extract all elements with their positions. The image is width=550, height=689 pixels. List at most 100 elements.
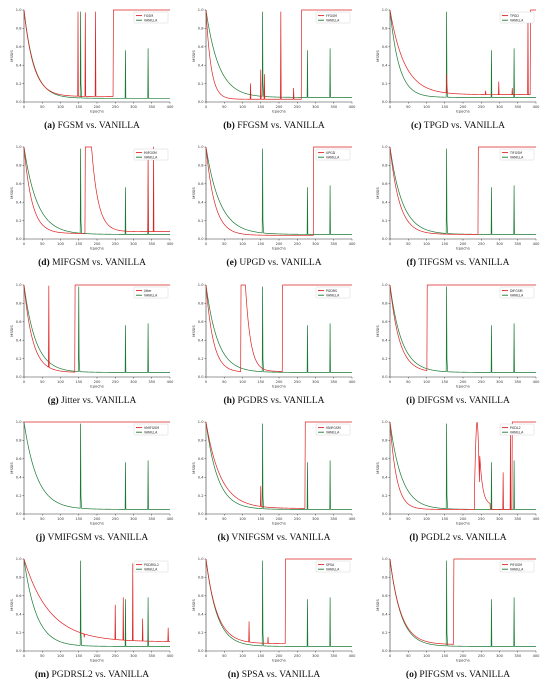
x-tick-label: 100 [57,380,65,384]
panel-caption: (h) PGDRS vs. VANILLA [186,396,362,406]
x-tick-label: 300 [312,105,320,109]
x-tick-label: 250 [478,517,486,521]
x-tick-label: 150 [75,105,83,109]
series-line-pgdrs [205,284,352,372]
y-tick-label: 0.6 [198,594,204,598]
x-tick-label: 300 [130,105,138,109]
x-tick-label: 50 [406,380,411,384]
series-line-ffgsm [205,9,352,100]
series-line-vanilla [389,284,536,373]
line-chart: 0 50 100 150 200 250 300 350 400 0.0 0.2 0.4 0.6 0.8 1… [191,420,356,525]
y-tick-label: 0.8 [382,302,388,306]
y-tick-label: 0.0 [382,512,388,516]
y-tick-label: 1.0 [382,557,388,561]
series-line-vanilla [23,558,170,647]
chart-panel: 0 50 100 150 200 250 300 350 400 0.0 0.2 0.4 0.6 0.8 1… [4,551,180,686]
x-tick-label: 250 [112,242,120,246]
legend-label: PGDRS [326,289,337,293]
y-axis-label: MSSIS [191,50,196,62]
x-axis-label: Epochs [272,246,286,251]
x-tick-label: 400 [533,105,541,109]
legend-label: VANILLA [510,18,524,22]
y-tick-label: 0.6 [382,594,388,598]
x-tick-label: 0 [23,380,26,384]
x-tick-label: 200 [94,654,102,658]
legend-box [499,286,535,299]
x-tick-label: 350 [330,105,338,109]
y-tick-label: 0.8 [382,164,388,168]
panel-caption: (f) TIFGSM vs. VANILLA [370,258,546,268]
legend-label: VANILLA [326,155,340,159]
x-tick-label: 150 [441,380,449,384]
caption-letter: (n) [227,670,240,680]
x-tick-label: 50 [406,242,411,246]
x-tick-label: 250 [294,654,302,658]
x-tick-label: 200 [460,105,468,109]
line-chart: 0 50 100 150 200 250 300 350 400 0.0 0.2 0.4 0.6 0.8 1… [191,145,356,251]
legend-label: DIFGSM [510,289,523,293]
y-tick-label: 0.8 [16,439,22,443]
legend-label: VANILLA [510,430,524,434]
y-tick-label: 0.8 [16,27,22,31]
x-tick-label: 0 [389,380,392,384]
x-tick-label: 50 [40,517,45,521]
line-chart: 0 50 100 150 200 250 300 350 400 0.0 0.2 0.4 0.6 0.8 1… [191,283,356,388]
x-tick-label: 100 [423,242,431,246]
x-tick-label: 150 [75,242,83,246]
legend-label: PGDRSL2 [144,563,159,567]
x-tick-label: 150 [75,654,83,658]
caption-letter: (c) [411,121,422,131]
legend-label: VANILLA [326,293,340,297]
caption-letter: (o) [405,670,417,680]
caption-text: PIFGSM vs. VANILLA [416,670,511,680]
y-tick-label: 0.2 [382,631,388,635]
y-axis-label: MSSIS [375,187,380,199]
y-axis-label: MSSIS [9,187,14,199]
legend-label: SPSA [326,563,335,567]
caption-letter: (g) [47,396,59,406]
x-tick-label: 400 [533,242,541,246]
x-tick-label: 50 [222,517,227,521]
line-chart: 0 50 100 150 200 250 300 350 400 0.0 0.2 0.4 0.6 0.8 1… [375,420,540,525]
series-line-jitter [23,284,170,373]
y-axis-label: MSSIS [191,462,196,474]
x-tick-label: 200 [94,517,102,521]
legend-box [315,286,351,299]
chart-panel: 0 50 100 150 200 250 300 350 400 0.0 0.2 0.4 0.6 0.8 1… [186,2,362,137]
y-axis-label: MSSIS [375,50,380,62]
y-tick-label: 0.0 [198,649,204,653]
legend-label: VANILLA [510,567,524,571]
x-tick-label: 200 [460,380,468,384]
caption-text: PGDRS vs. VANILLA [235,396,325,406]
y-tick-label: 0.2 [382,494,388,498]
chart-panel: 0 50 100 150 200 250 300 350 400 0.0 0.2 0.4 0.6 0.8 1… [370,414,546,549]
x-tick-label: 350 [330,380,338,384]
x-tick-label: 250 [478,105,486,109]
y-tick-label: 0.0 [198,237,204,241]
y-tick-label: 0.2 [382,82,388,86]
chart-panel: 0 50 100 150 200 250 300 350 400 0.0 0.2 0.4 0.6 0.8 1… [186,277,362,412]
y-tick-label: 0.2 [198,219,204,223]
line-chart: 0 50 100 150 200 250 300 350 400 0.0 0.2 0.4 0.6 0.8 1… [375,557,540,662]
y-axis-label: MSSIS [9,325,14,337]
y-tick-label: 1.0 [382,145,388,149]
line-chart: 0 50 100 150 200 250 300 350 400 0.0 0.2 0.4 0.6 0.8 1… [9,420,174,525]
y-tick-label: 0.2 [16,494,22,498]
x-tick-label: 300 [496,380,504,384]
caption-letter: (k) [217,533,230,543]
chart-panel: 0 50 100 150 200 250 300 350 400 0.0 0.2 0.4 0.6 0.8 1… [370,277,546,412]
y-tick-label: 0.2 [198,494,204,498]
panel-caption: (c) TPGD vs. VANILLA [370,121,546,131]
y-tick-label: 1.0 [198,557,204,561]
y-axis-label: MSSIS [9,599,14,611]
y-tick-label: 0.6 [198,320,204,324]
x-axis-label: Epochs [456,109,470,114]
x-tick-label: 300 [130,654,138,658]
y-axis-label: MSSIS [375,599,380,611]
x-tick-label: 150 [257,242,265,246]
x-tick-label: 300 [496,517,504,521]
x-tick-label: 150 [257,654,265,658]
